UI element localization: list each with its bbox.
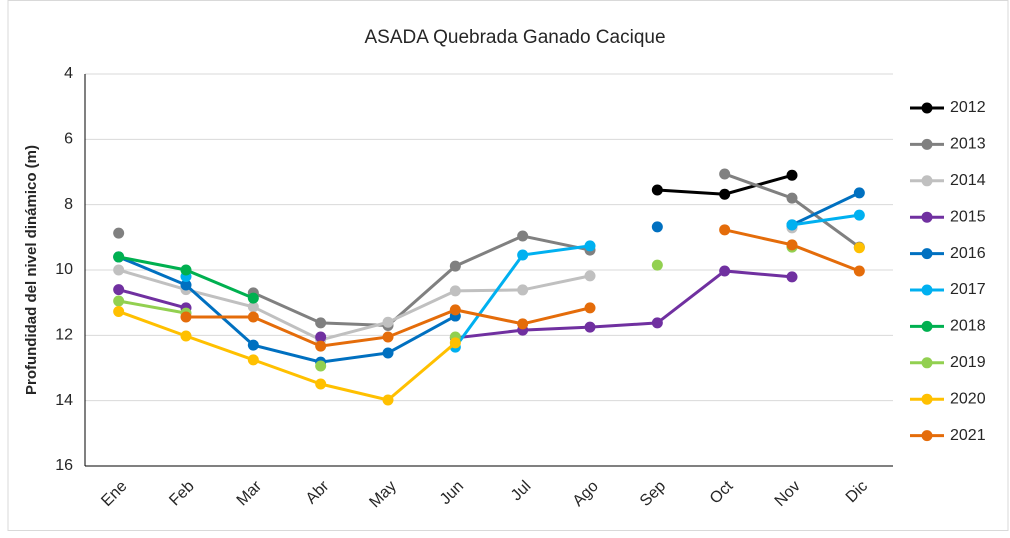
series-line xyxy=(118,269,793,340)
chart-title: ASADA Quebrada Ganado Cacique xyxy=(364,27,665,48)
y-tick-label: 8 xyxy=(64,196,73,213)
point xyxy=(382,394,394,406)
point xyxy=(786,271,798,283)
point xyxy=(247,292,259,304)
legend-marker xyxy=(921,393,933,405)
point xyxy=(853,209,865,221)
legend-marker xyxy=(921,211,933,223)
point xyxy=(651,317,663,329)
point xyxy=(449,260,461,272)
legend-label: 2013 xyxy=(950,136,986,153)
y-tick-label: 12 xyxy=(55,327,73,344)
legend-label: 2014 xyxy=(950,172,986,189)
y-tick-label: 14 xyxy=(55,392,73,409)
point xyxy=(651,259,663,271)
point xyxy=(113,305,125,317)
point xyxy=(247,301,259,313)
point xyxy=(382,331,394,343)
point xyxy=(719,224,731,236)
point xyxy=(113,227,125,239)
point xyxy=(315,360,327,372)
legend-label: 2016 xyxy=(950,245,986,262)
legend-marker xyxy=(921,357,933,369)
point xyxy=(584,240,596,252)
y-tick-label: 10 xyxy=(55,261,73,278)
y-tick-label: 4 xyxy=(64,65,73,82)
point xyxy=(247,339,259,351)
point xyxy=(247,354,259,366)
legend-label: 2015 xyxy=(950,208,986,225)
point xyxy=(719,168,731,180)
point xyxy=(315,378,327,390)
point xyxy=(584,302,596,314)
legend-marker xyxy=(921,175,933,187)
point xyxy=(786,239,798,251)
series-line xyxy=(118,191,860,364)
point xyxy=(853,265,865,277)
legend-marker xyxy=(921,430,933,442)
point xyxy=(517,284,529,296)
point xyxy=(113,295,125,307)
point xyxy=(584,321,596,333)
point xyxy=(180,311,192,323)
point xyxy=(449,304,461,316)
legend-label: 2018 xyxy=(950,318,986,335)
legend-label: 2021 xyxy=(950,427,986,444)
point xyxy=(180,279,192,291)
y-tick-label: 6 xyxy=(64,131,73,148)
point xyxy=(449,337,461,349)
point xyxy=(517,318,529,330)
legend-marker xyxy=(921,102,933,114)
point xyxy=(382,347,394,359)
point xyxy=(113,264,125,276)
point xyxy=(113,251,125,263)
point xyxy=(584,270,596,282)
legend-marker xyxy=(921,284,933,296)
point xyxy=(853,187,865,199)
point xyxy=(315,331,327,343)
legend-label: 2012 xyxy=(950,99,986,116)
point xyxy=(853,242,865,254)
point xyxy=(517,249,529,261)
point xyxy=(113,284,125,296)
point xyxy=(651,221,663,233)
point xyxy=(315,340,327,352)
point xyxy=(719,188,731,200)
point xyxy=(719,265,731,277)
legend-marker xyxy=(921,248,933,260)
point xyxy=(786,192,798,204)
point xyxy=(180,264,192,276)
legend-label: 2017 xyxy=(950,281,986,298)
legend-label: 2019 xyxy=(950,354,986,371)
point xyxy=(651,184,663,196)
point xyxy=(449,285,461,297)
point xyxy=(786,219,798,231)
point xyxy=(315,317,327,329)
y-axis-title: Profundidad del nivel dinámico (m) xyxy=(23,145,40,395)
legend-marker xyxy=(921,138,933,150)
y-tick-label: 16 xyxy=(55,457,73,474)
point xyxy=(382,316,394,328)
point xyxy=(247,311,259,323)
legend-marker xyxy=(921,320,933,332)
point xyxy=(786,169,798,181)
legend-label: 2020 xyxy=(950,390,986,407)
point xyxy=(517,230,529,242)
point xyxy=(180,330,192,342)
